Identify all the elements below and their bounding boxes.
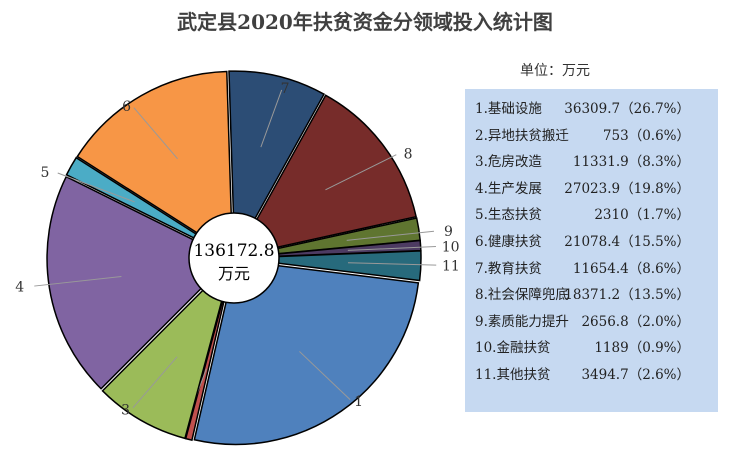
legend-category: 4.生产发展 (475, 180, 542, 197)
legend-category: 7.教育扶贫 (475, 260, 542, 277)
total-value: 136172.8 (193, 241, 274, 261)
legend-category: 8.社会保障兜底 (475, 287, 569, 304)
slice-label-10: 10 (442, 239, 460, 255)
unit-label: 单位：万元 (520, 63, 590, 79)
legend-value: 11331.9（8.3%） (572, 154, 690, 171)
legend-item: 2.异地扶贫搬迁 753（0.6%） (475, 124, 690, 150)
legend-value: 3494.7（2.6%） (581, 367, 690, 383)
pie-slice-8 (234, 94, 418, 258)
legend-value: 21078.4（15.5%） (564, 234, 690, 250)
slice-label-11: 11 (442, 258, 460, 274)
leader-line-3 (132, 356, 178, 409)
leader-line-10 (347, 246, 436, 251)
slice-label-6: 6 (122, 99, 131, 115)
legend-value: 1189（0.9%） (594, 340, 690, 357)
legend-item: 5.生态扶贫 2310（1.7%） (475, 203, 690, 229)
legend-category: 6.健康扶贫 (475, 234, 542, 250)
legend-category: 9.素质能力提升 (475, 313, 569, 330)
leader-line-4 (34, 276, 122, 287)
leader-line-6 (133, 107, 178, 160)
leader-line-1 (299, 351, 351, 401)
pie-slice-6 (76, 70, 234, 257)
legend-item: 8.社会保障兜底 18371.2（13.5%） (475, 283, 690, 309)
leader-line-5 (57, 172, 135, 203)
legend-item: 7.教育扶贫 11654.4（8.6%） (475, 257, 690, 283)
legend-category: 10.金融扶贫 (475, 340, 551, 357)
leader-line-11 (347, 262, 437, 266)
slice-label-1: 1 (354, 394, 363, 410)
legend-item: 11.其他扶贫 3494.7（2.6%） (475, 363, 690, 389)
legend-value: 753（0.6%） (602, 127, 690, 144)
legend-value: 36309.7（26.7%） (564, 101, 690, 117)
legend-item: 6.健康扶贫 21078.4（15.5%） (475, 230, 690, 256)
legend-item: 9.素质能力提升 2656.8（2.0%） (475, 310, 690, 336)
legend-value: 18371.2（13.5%） (564, 287, 690, 304)
legend-item: 1.基础设施 36309.7（26.7%） (475, 97, 690, 123)
legend-value: 27023.9（19.8%） (564, 180, 690, 197)
legend-category: 5.生态扶贫 (475, 207, 542, 224)
slice-label-8: 8 (404, 147, 413, 163)
legend-item: 10.金融扶贫 1189（0.9%） (475, 336, 690, 362)
legend-item: 4.生产发展 27023.9（19.8%） (475, 177, 690, 203)
pie-slice-4 (46, 175, 233, 390)
legend-category: 11.其他扶贫 (475, 367, 551, 383)
pie-slice-2 (184, 260, 235, 442)
legend-value: 11654.4（8.6%） (572, 260, 690, 277)
slice-label-3: 3 (121, 402, 130, 418)
leader-line-8 (325, 154, 397, 191)
slice-label-9: 9 (444, 224, 453, 240)
slice-label-7: 7 (281, 81, 290, 97)
legend-category: 2.异地扶贫搬迁 (475, 127, 569, 144)
legend-value: 2310（1.7%） (594, 207, 690, 224)
legend-item: 3.危房改造 11331.9（8.3%） (475, 150, 690, 176)
legend-category: 3.危房改造 (475, 154, 542, 171)
legend-value: 2656.8（2.0%） (581, 313, 690, 330)
slice-label-4: 4 (15, 279, 24, 295)
pie-slice-3 (101, 258, 234, 440)
pie-slice-1 (193, 259, 420, 446)
leader-line-9 (346, 230, 435, 241)
legend: 1.基础设施 36309.7（26.7%） 2.异地扶贫搬迁 753（0.6%） 3.危… (465, 89, 718, 412)
total-unit: 万元 (218, 264, 250, 283)
legend-category: 1.基础设施 (475, 101, 542, 117)
pie-slice-11 (236, 250, 422, 282)
pie-slice-7 (228, 70, 326, 258)
chart-title: 武定县2020年扶贫资金分领域投入统计图 (177, 10, 553, 34)
center-hole (188, 212, 280, 304)
pie-slice-5 (65, 156, 232, 258)
slice-label-5: 5 (40, 165, 49, 181)
leader-line-7 (260, 89, 283, 148)
